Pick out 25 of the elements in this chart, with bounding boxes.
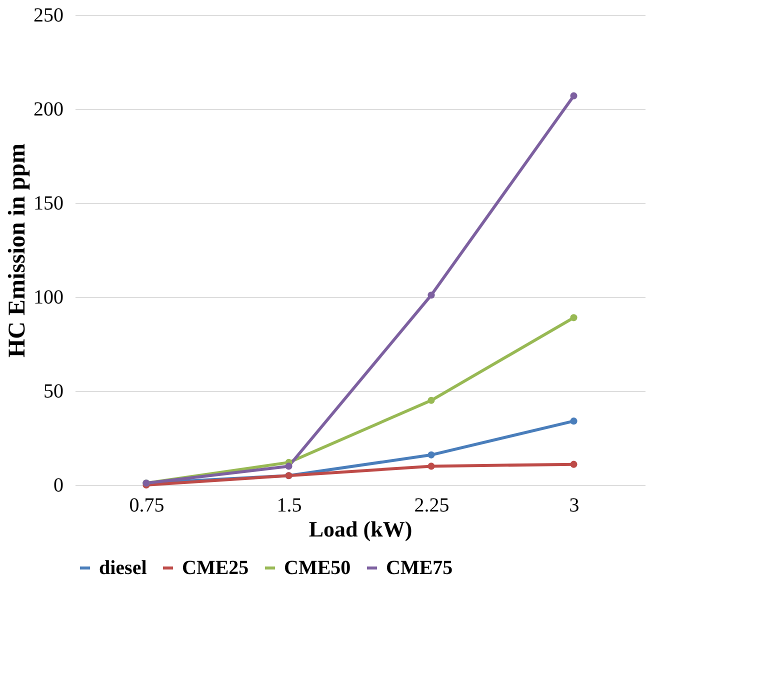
x-tick-label: 3 [569, 494, 580, 516]
y-axis-title: HC Emission in ppm [4, 143, 30, 358]
point [428, 462, 435, 470]
legend-label: CME25 [182, 557, 249, 579]
point [570, 460, 578, 468]
point [285, 462, 292, 470]
point [570, 314, 578, 322]
x-tick-label: 2.25 [414, 494, 450, 516]
y-tick-label: 50 [44, 380, 64, 402]
x-tick-label: 1.5 [276, 494, 302, 516]
y-tick-label: 150 [34, 192, 64, 214]
y-tick-label: 100 [34, 286, 64, 308]
point [428, 292, 435, 299]
legend-label: diesel [99, 557, 148, 579]
point [428, 396, 435, 404]
point [570, 92, 578, 100]
legend-label: CME75 [386, 557, 453, 579]
x-axis-title: Load (kW) [308, 516, 412, 542]
point [570, 418, 578, 425]
y-tick-label: 250 [34, 4, 64, 26]
legend-label: CME50 [284, 557, 351, 579]
y-tick-label: 200 [34, 98, 64, 120]
y-tick-label: 0 [54, 474, 64, 496]
point [428, 451, 435, 458]
x-tick-label: 0.75 [129, 494, 164, 516]
